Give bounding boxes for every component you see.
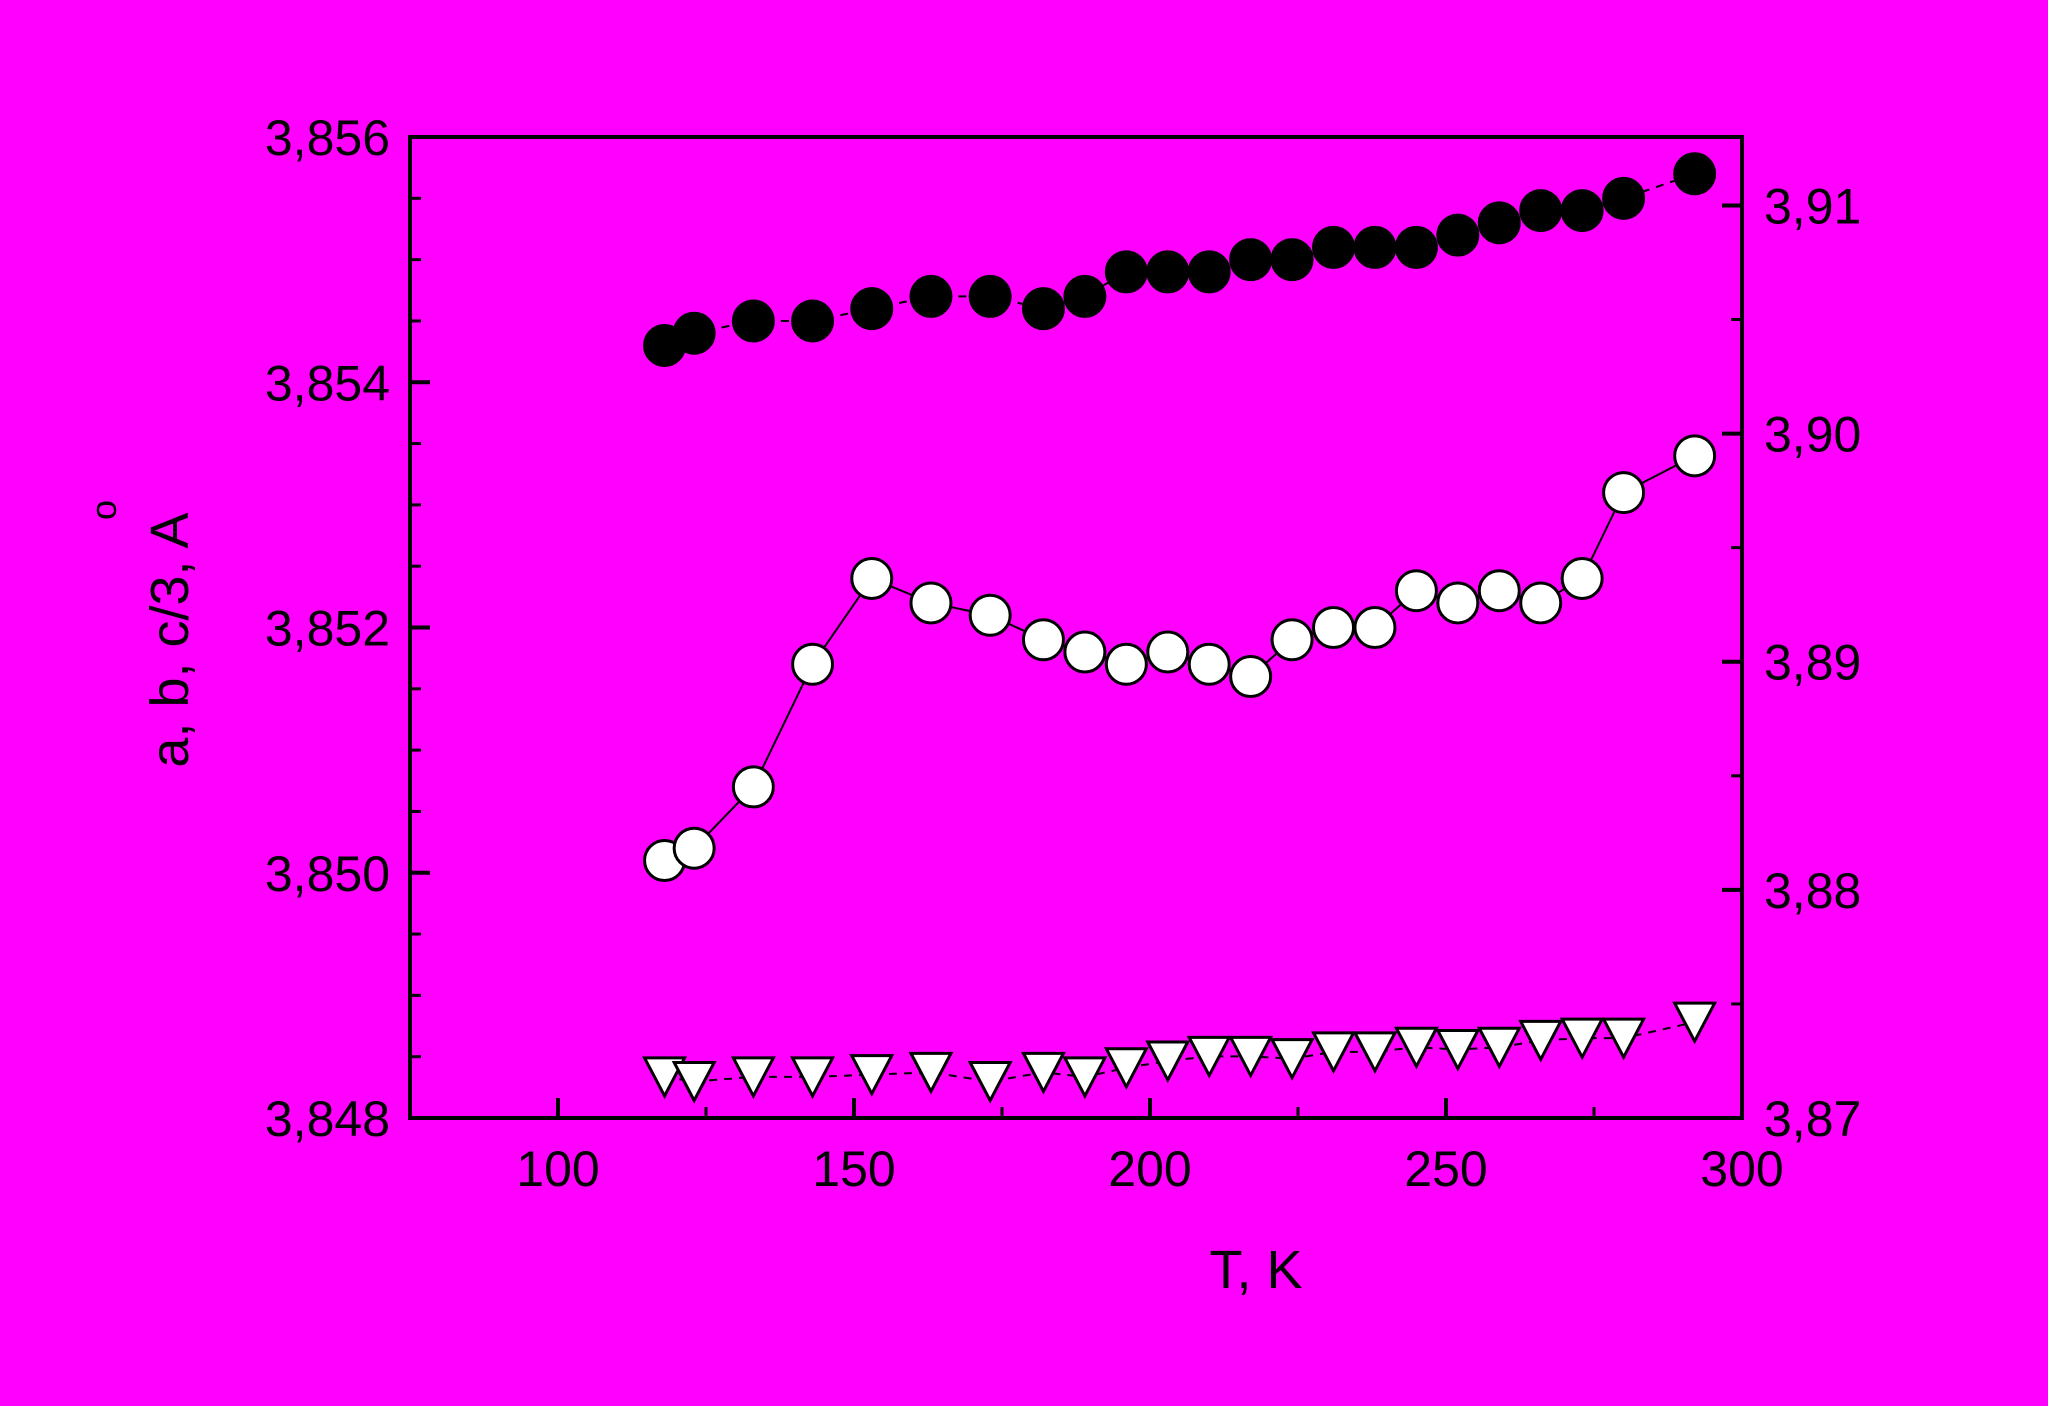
data-point <box>1145 1040 1191 1084</box>
data-point <box>1146 250 1190 294</box>
data-point <box>967 1060 1013 1104</box>
data-point <box>1146 630 1190 674</box>
data-point <box>850 556 894 600</box>
y-right-tick-label: 3,88 <box>1764 863 1861 919</box>
data-point <box>909 274 953 318</box>
data-point <box>1436 581 1480 625</box>
data-point <box>1270 618 1314 662</box>
data-point <box>1186 1035 1232 1079</box>
data-point <box>849 1054 895 1097</box>
data-point <box>1560 556 1604 600</box>
data-point <box>1104 250 1148 294</box>
data-point <box>908 1051 954 1095</box>
data-point <box>968 593 1012 637</box>
data-point <box>850 287 894 331</box>
data-point <box>1187 642 1231 686</box>
data-point <box>1021 287 1065 331</box>
data-point <box>1435 1029 1481 1072</box>
series-2 <box>642 1001 1718 1104</box>
y-left-tick-label: 3,850 <box>265 846 390 902</box>
data-point <box>1228 1035 1274 1079</box>
y-left-tick-label: 3,856 <box>265 110 390 166</box>
data-point <box>1559 1017 1605 1061</box>
data-point <box>1476 1026 1522 1070</box>
data-point <box>731 765 775 809</box>
data-point <box>1518 1019 1564 1063</box>
x-tick-label: 200 <box>1108 1141 1191 1197</box>
data-point <box>671 1060 717 1104</box>
data-point <box>790 1056 836 1100</box>
data-point <box>1673 152 1717 196</box>
data-point <box>1353 606 1397 649</box>
data-series-layer <box>642 152 1718 1104</box>
y-right-tick-label: 3,87 <box>1764 1091 1861 1147</box>
data-point <box>672 826 716 870</box>
tick-layer: 100 150 200 250 300 3,848 3,850 3,852 3,854 3,856… <box>265 110 1861 1197</box>
data-point <box>1062 1056 1108 1100</box>
data-point <box>1673 434 1717 478</box>
y-right-tick-label: 3,89 <box>1764 635 1861 691</box>
data-point <box>1312 606 1356 649</box>
data-point <box>1269 1038 1315 1081</box>
data-point <box>791 299 835 343</box>
data-point <box>1519 189 1563 233</box>
x-tick-label: 250 <box>1404 1141 1487 1197</box>
y-axis-unit-mark: o <box>83 500 124 520</box>
data-point <box>1394 225 1438 269</box>
data-point <box>1353 225 1397 269</box>
data-point <box>730 1056 776 1100</box>
data-point <box>1519 581 1563 625</box>
y-left-tick-label: 3,848 <box>265 1091 390 1147</box>
data-point <box>1477 569 1521 613</box>
data-point <box>1229 655 1273 699</box>
data-point <box>1672 1001 1718 1045</box>
data-point <box>1063 274 1107 318</box>
x-axis-title: T, K <box>1209 1240 1302 1300</box>
series-1 <box>643 434 1717 882</box>
data-point <box>1602 176 1646 220</box>
series-0 <box>643 152 1717 367</box>
data-point <box>1020 1051 1066 1095</box>
data-point <box>1229 238 1273 282</box>
data-point <box>1477 201 1521 245</box>
data-point <box>791 642 835 686</box>
data-point <box>1393 1026 1439 1070</box>
data-point <box>968 274 1012 318</box>
x-tick-label: 300 <box>1700 1141 1783 1197</box>
data-point <box>1103 1047 1149 1091</box>
data-point <box>909 581 953 625</box>
x-tick-label: 100 <box>516 1141 599 1197</box>
data-point <box>1436 213 1480 257</box>
data-point <box>1187 250 1231 294</box>
data-point <box>1601 1017 1647 1061</box>
data-point <box>1063 630 1107 674</box>
data-point <box>1104 642 1148 686</box>
data-point <box>1394 569 1438 613</box>
data-point <box>731 299 775 343</box>
data-point <box>1560 189 1604 233</box>
y-left-tick-label: 3,852 <box>265 601 390 657</box>
data-point <box>672 311 716 355</box>
x-tick-label: 150 <box>812 1141 895 1197</box>
y-axis-title: a, b, c/3, A <box>140 512 200 767</box>
data-point <box>1270 238 1314 282</box>
y-left-tick-label: 3,854 <box>265 355 390 411</box>
data-point <box>642 1056 688 1100</box>
data-point <box>1312 225 1356 269</box>
data-point <box>1311 1031 1357 1075</box>
y-right-tick-label: 3,91 <box>1764 178 1861 234</box>
data-point <box>1021 618 1065 662</box>
y-right-tick-label: 3,90 <box>1764 407 1861 463</box>
data-point <box>1352 1031 1398 1075</box>
data-point <box>1602 471 1646 515</box>
